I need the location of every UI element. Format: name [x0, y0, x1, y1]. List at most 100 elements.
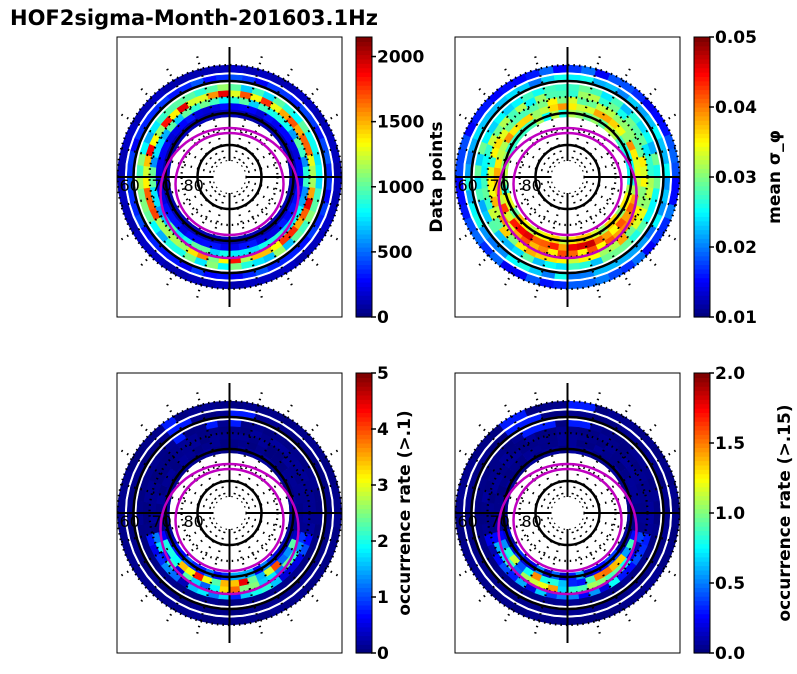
heatmap-cell [242, 401, 259, 412]
colorbar-swatch [694, 613, 710, 619]
heatmap-cell [330, 190, 341, 207]
colorbar-swatch [356, 543, 372, 549]
heatmap-cell [333, 162, 342, 178]
colorbar-swatch [356, 548, 372, 553]
colorbar-swatch [694, 473, 710, 479]
colorbar-swatch [694, 517, 710, 523]
lat-label: 60 [120, 176, 140, 195]
colorbar-swatch [356, 600, 372, 606]
colorbar-swatch [694, 282, 710, 287]
colorbar-swatch [356, 229, 372, 235]
colorbar-swatch [356, 495, 372, 501]
oval-equatorward [159, 462, 300, 596]
colorbar-swatch [356, 177, 372, 182]
colorbar-swatch [694, 513, 710, 518]
colorbar-swatch [356, 390, 372, 396]
colorbar-swatch [694, 425, 710, 431]
lat-label: 80 [522, 176, 542, 195]
colorbar-swatch [694, 80, 710, 86]
colorbar-swatch [356, 207, 372, 213]
colorbar-swatch [694, 194, 710, 200]
colorbar-swatch [356, 277, 372, 283]
colorbar-swatch [356, 290, 372, 296]
colorbar-swatch [356, 142, 372, 147]
heatmap-cell [214, 64, 230, 74]
colorbar-swatch [356, 574, 372, 580]
colorbar-swatch [694, 416, 710, 422]
colorbar-swatch [356, 591, 372, 597]
colorbar-tick-label: 0 [377, 308, 389, 328]
colorbar-swatch [694, 251, 710, 257]
heatmap-cell [200, 65, 217, 76]
colorbar-swatch [356, 447, 372, 453]
colorbar-swatch [356, 115, 372, 121]
colorbar-swatch [356, 578, 372, 584]
colorbar-swatch [694, 639, 710, 645]
heatmap-cell [567, 280, 583, 290]
colorbar-swatch [356, 146, 372, 152]
colorbar-swatch [356, 412, 372, 418]
heatmap-cell [567, 616, 583, 626]
colorbar-swatch [694, 539, 710, 545]
colorbar-tick-label: 1500 [377, 113, 424, 133]
colorbar-swatch [356, 604, 372, 610]
colorbar-swatch [356, 626, 372, 632]
colorbar-swatch [356, 185, 372, 191]
colorbar-swatch [356, 508, 372, 514]
colorbar-swatch [694, 41, 710, 47]
colorbar-swatch [694, 268, 710, 274]
colorbar: 0.0 0.5 1.0 1.5 2.0 occurrence rate (>.15) [693, 364, 795, 664]
colorbar-tick-label: 0.0 [715, 644, 745, 664]
colorbar-swatch [694, 299, 710, 305]
colorbar-swatch [356, 478, 372, 483]
colorbar-swatch [356, 464, 372, 470]
colorbar-swatch [694, 648, 710, 654]
colorbar-tick-label: 0 [377, 644, 389, 664]
lat-label: 70 [152, 176, 172, 195]
colorbar-swatch [356, 596, 372, 602]
colorbar-swatch [694, 596, 710, 602]
colorbar-swatch [694, 561, 710, 567]
colorbar-swatch [356, 421, 372, 427]
colorbar-swatch [694, 233, 710, 239]
colorbar-swatch [694, 552, 710, 558]
colorbar-swatch [356, 76, 372, 82]
colorbar-swatch [694, 260, 710, 266]
lat-label: 60 [458, 512, 478, 531]
colorbar-swatch [356, 50, 372, 56]
colorbar-swatch [694, 72, 710, 77]
panel-top-right: 60 70 80 0.01 0.02 0.03 0.04 0.05 mean σ_φ [454, 28, 785, 328]
colorbar-swatch [356, 150, 372, 156]
colorbar-label: Data points [427, 121, 447, 232]
colorbar-swatch [356, 63, 372, 69]
colorbar-swatch [694, 98, 710, 104]
panel-top-left: 60 70 80 0 500 1000 1500 2000 Data points [116, 36, 447, 328]
colorbar-swatch [356, 648, 372, 654]
colorbar-swatch [694, 373, 710, 378]
pole-area [213, 161, 246, 193]
colorbar-swatch [694, 600, 710, 606]
colorbar-swatch [694, 618, 710, 623]
heatmap-cell [671, 162, 680, 178]
colorbar-swatch [356, 260, 372, 266]
colorbar-swatch [694, 120, 710, 126]
colorbar-swatch [694, 128, 710, 134]
colorbar-swatch [694, 63, 710, 69]
heatmap-cell [671, 512, 680, 528]
colorbar-swatch [694, 429, 710, 435]
colorbar-label: mean σ_φ [765, 130, 785, 224]
colorbar-swatch [356, 133, 372, 139]
axes-frame [454, 36, 681, 318]
colorbar-swatch [694, 286, 710, 292]
colorbar-swatch [694, 583, 710, 588]
colorbar-swatch [356, 45, 372, 51]
heatmap-cell [668, 190, 679, 207]
lat-label: 80 [184, 176, 204, 195]
heatmap-cell [456, 483, 467, 500]
colorbar-swatch [694, 394, 710, 400]
colorbar-swatch [694, 486, 710, 492]
colorbar-swatch [694, 543, 710, 549]
colorbar: 0.01 0.02 0.03 0.04 0.05 mean σ_φ [693, 28, 785, 328]
colorbar-swatch [356, 264, 372, 270]
